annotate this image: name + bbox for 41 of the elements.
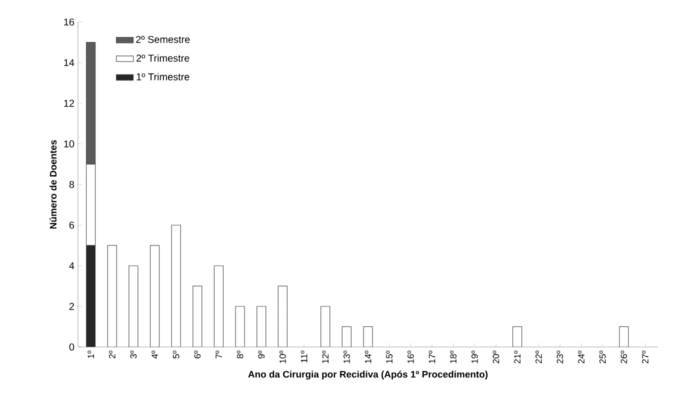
legend-label: 2º Trimestre [136, 54, 190, 62]
x-tick-label: 18º [450, 350, 456, 364]
x-tick-label: 23º [556, 350, 564, 364]
x-tick-label: 7º [216, 350, 222, 358]
legend-label: 2º Semestre [136, 36, 190, 43]
x-tick-label: 22º [535, 350, 542, 364]
y-tick-label: 2 [69, 302, 74, 310]
x-tick-label: 8º [236, 350, 244, 358]
x-axis-title: Ano da Cirurgia por Recidiva (Após 1º Procedimento) [248, 370, 488, 380]
x-tick-label: 14º [364, 350, 372, 364]
x-tick-label: 21º [514, 350, 520, 364]
x-tick-label: 24º [578, 350, 584, 364]
y-tick-label: 8 [69, 180, 74, 188]
x-tick-label: 4º [152, 350, 158, 359]
x-tick-label: 3º [130, 350, 137, 358]
y-tick-label: 16 [64, 18, 74, 26]
x-tick-label: 16º [407, 350, 414, 364]
x-tick-label: 1º [88, 350, 94, 358]
x-tick-label: 10º [280, 350, 286, 364]
x-tick-label: 20º [492, 350, 500, 364]
x-tick-label: 11º [300, 350, 308, 362]
x-tick-label: 6º [194, 350, 201, 358]
x-tick-label: 26º [620, 350, 628, 364]
x-tick-label: 2º [108, 350, 116, 358]
x-tick-label: 9º [258, 350, 265, 358]
x-tick-label: 15º [386, 350, 393, 364]
y-axis-title: Número de Doentes [50, 140, 57, 229]
x-tick-label: 27º [642, 350, 648, 364]
legend-label: 1º Trimestre [136, 73, 190, 80]
y-tick-label: 0 [69, 343, 74, 351]
x-tick-label: 5º [172, 350, 180, 358]
x-tick-label: 19º [471, 350, 478, 364]
y-tick-label: 4 [69, 262, 74, 270]
y-tick-label: 10 [64, 140, 74, 148]
y-tick-label: 12 [64, 100, 74, 107]
x-tick-label: 25º [599, 350, 606, 364]
x-tick-label: 13º [344, 350, 350, 364]
y-tick-label: 14 [64, 59, 74, 66]
y-tick-label: 6 [69, 222, 74, 229]
x-tick-label: 12º [322, 350, 328, 364]
x-tick-label: 17º [428, 350, 436, 364]
